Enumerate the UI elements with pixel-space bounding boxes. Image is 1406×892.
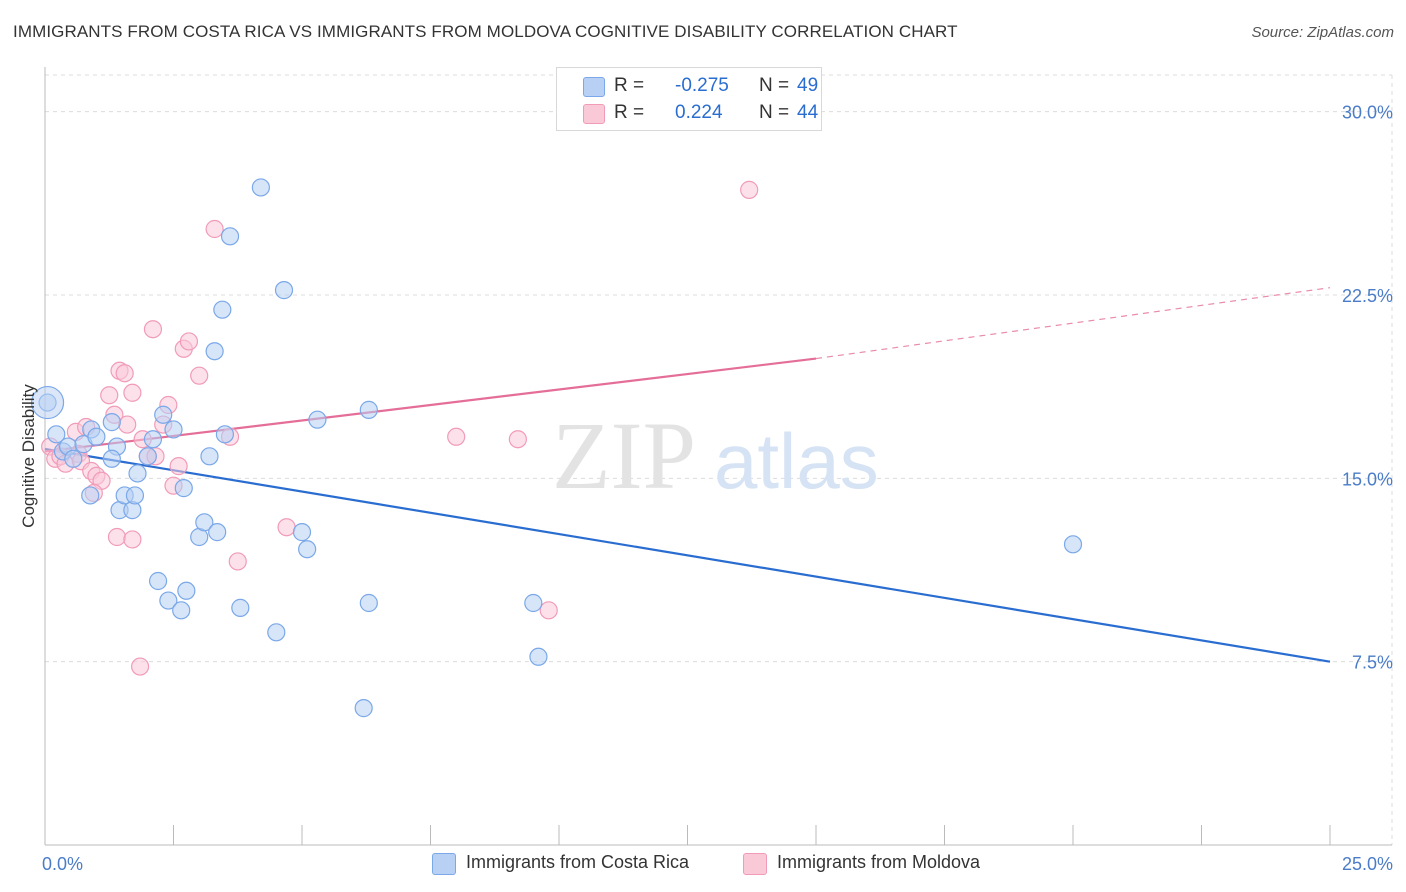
moldova-trend-extension: [815, 287, 1331, 360]
moldova-point-16: [118, 415, 137, 434]
x-tick-labels: 0.0% 25.0%: [42, 854, 1393, 874]
y-tick-label-1: 15.0%: [1342, 469, 1393, 489]
y-axis-label: Cognitive Disability: [19, 384, 38, 528]
moldova-point-27: [190, 366, 209, 385]
moldova-point-35: [447, 427, 466, 446]
moldova-point-15: [115, 364, 134, 383]
y-tick-label-2: 22.5%: [1342, 286, 1393, 306]
y-tick-label-0: 7.5%: [1352, 653, 1393, 673]
grid-lines: [45, 74, 1393, 845]
stats-n-value: 44: [797, 102, 819, 123]
costa-rica-point-37: [148, 571, 168, 591]
costa-rica-point-18: [143, 430, 163, 449]
x-tick-label-1: 25.0%: [1342, 854, 1393, 874]
stats-r-value: -0.275: [675, 75, 729, 96]
data-points: [30, 178, 1083, 718]
stats-box: R = -0.275 N = 49 R = 0.224 N = 44: [556, 67, 822, 131]
moldova-point-26: [179, 332, 199, 351]
costa-rica-trend-line: [44, 447, 1331, 663]
costa-rica-point-27: [213, 300, 232, 319]
moldova-point-32: [143, 320, 163, 339]
costa-rica-point-44: [524, 593, 543, 613]
costa-rica-point-23: [195, 513, 214, 532]
costa-rica-point-28: [215, 425, 234, 444]
stats-swatch-costa-rica: [583, 77, 605, 97]
costa-rica-point-35: [359, 400, 378, 419]
moldova-point-28: [205, 219, 224, 239]
costa-rica-point-4: [64, 449, 83, 468]
moldova-point-38: [740, 180, 759, 199]
costa-rica-point-41: [231, 598, 250, 617]
costa-rica-point-32: [292, 523, 312, 542]
costa-rica-point-29: [220, 227, 240, 246]
costa-rica-point-38: [159, 591, 178, 610]
moldova-point-34: [277, 518, 296, 537]
costa-rica-point-36: [359, 593, 378, 613]
legend-label-moldova: Immigrants from Moldova: [777, 852, 981, 872]
watermark: ZIP atlas: [552, 402, 879, 509]
costa-rica-point-1: [47, 425, 66, 444]
costa-rica-point-42: [267, 623, 286, 642]
stats-r-value: 0.224: [675, 102, 723, 123]
costa-rica-point-7: [87, 427, 106, 446]
moldova-point-12: [100, 386, 119, 405]
costa-rica-point-24: [200, 447, 219, 466]
costa-rica-point-8: [102, 413, 121, 432]
costa-rica-point-15: [125, 486, 145, 505]
costa-rica-point-17: [138, 447, 157, 466]
chart-title: IMMIGRANTS FROM COSTA RICA VS IMMIGRANTS…: [13, 22, 958, 41]
source-label: Source: ZipAtlas.com: [1251, 24, 1394, 41]
moldova-point-39: [130, 657, 150, 676]
costa-rica-point-46: [1063, 535, 1083, 554]
costa-rica-point-40: [177, 581, 196, 600]
moldova-point-30: [107, 527, 127, 547]
moldova-point-37: [539, 601, 558, 620]
costa-rica-point-16: [128, 464, 147, 483]
costa-rica-point-39: [172, 601, 191, 620]
costa-rica-point-43: [354, 699, 373, 718]
costa-rica-point-30: [251, 178, 270, 197]
moldova-point-24: [169, 457, 188, 476]
stats-r-label: R =: [614, 75, 645, 96]
costa-rica-point-20: [164, 420, 183, 439]
axes: [44, 67, 1392, 846]
stats-n-label: N =: [759, 75, 790, 96]
costa-rica-point-34: [308, 410, 327, 429]
costa-rica-point-11: [81, 486, 100, 505]
costa-rica-point-31: [274, 281, 294, 300]
legend-swatch-moldova: [743, 853, 767, 875]
costa-rica-cluster-point: [30, 385, 65, 420]
costa-rica-point-45: [529, 647, 548, 666]
costa-rica-point-26: [205, 342, 224, 361]
costa-rica-point-19: [154, 405, 173, 424]
x-tick-label-0: 0.0%: [42, 854, 83, 874]
costa-rica-point-25: [208, 523, 227, 542]
moldova-point-36: [508, 430, 527, 449]
moldova-point-17: [123, 383, 142, 402]
y-tick-label-3: 30.0%: [1342, 103, 1393, 123]
costa-rica-point-10: [102, 449, 121, 468]
moldova-point-33: [228, 552, 247, 571]
stats-n-label: N =: [759, 102, 790, 123]
y-tick-labels: 7.5% 15.0% 22.5% 30.0%: [1342, 103, 1393, 673]
watermark-atlas: atlas: [714, 417, 879, 505]
watermark-zip: ZIP: [552, 402, 696, 509]
legend-swatch-costa-rica: [432, 853, 456, 875]
stats-r-label: R =: [614, 102, 645, 123]
moldova-point-31: [123, 530, 142, 549]
costa-rica-point-33: [298, 540, 317, 559]
stats-n-value: 49: [797, 75, 819, 96]
legend-label-costa-rica: Immigrants from Costa Rica: [466, 852, 690, 872]
costa-rica-point-21: [174, 479, 193, 498]
stats-swatch-moldova: [583, 104, 605, 124]
